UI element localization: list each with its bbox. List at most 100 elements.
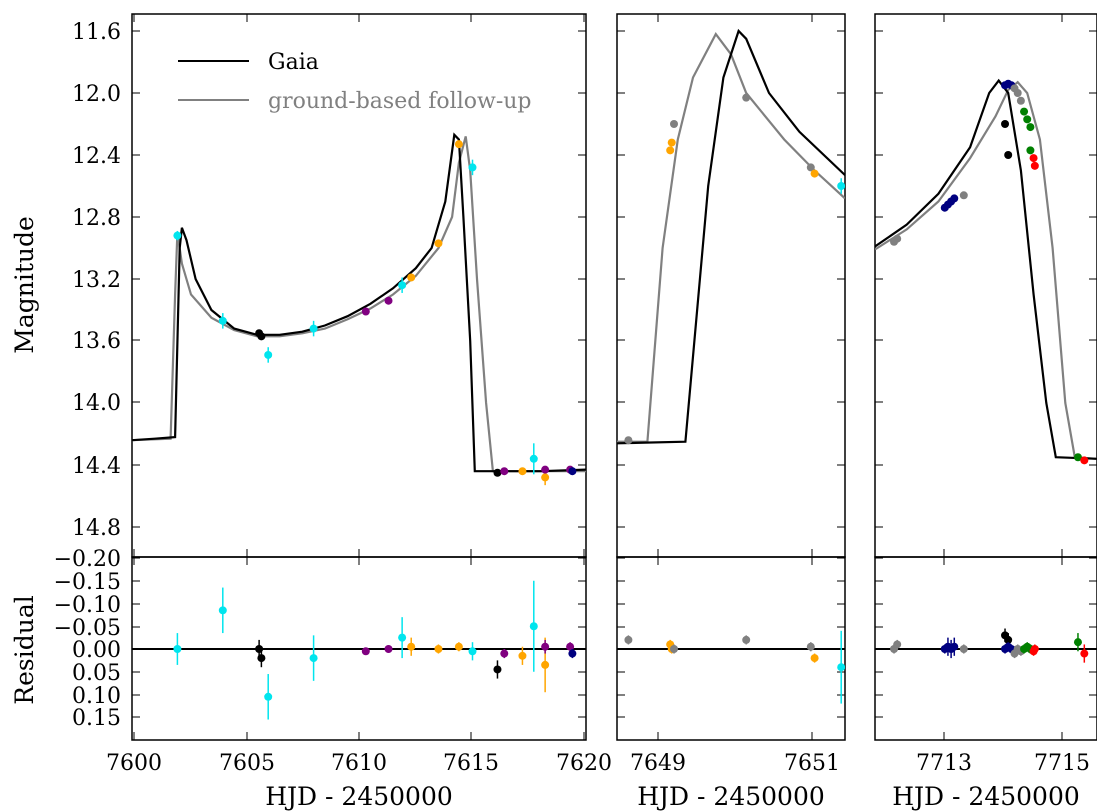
y-axis-label-magnitude: Magnitude: [10, 216, 39, 354]
residual-point: [568, 649, 577, 658]
y-tick-label: 12.0: [72, 82, 121, 107]
data-point: [667, 138, 676, 147]
residual-point: [624, 635, 633, 644]
residual-point: [742, 635, 751, 644]
residual-point: [361, 647, 370, 656]
data-point: [518, 467, 527, 476]
residual-point: [959, 645, 968, 653]
residual-tick-label: 0.00: [72, 638, 121, 663]
residual-tick-label: −0.15: [54, 570, 121, 595]
residual-point: [468, 647, 477, 656]
residual-point: [309, 654, 318, 663]
residual-point: [1080, 649, 1089, 658]
data-point: [1023, 115, 1032, 124]
data-point: [1026, 123, 1035, 132]
residual-point: [1004, 635, 1013, 644]
data-point: [959, 191, 968, 200]
residual-point: [264, 692, 273, 701]
panel-2-top-plot: [617, 28, 845, 445]
residual-tick-label: 0.05: [72, 661, 121, 686]
residual-point: [950, 642, 959, 651]
residual-tick-label: −0.20: [54, 547, 121, 572]
data-point: [468, 163, 477, 172]
residual-tick-label: −0.10: [54, 593, 121, 618]
y-tick-label: 14.8: [72, 516, 121, 541]
y-tick-label: 12.8: [72, 206, 121, 231]
panel-1-bottom-plot: [173, 580, 577, 720]
y-tick-label: 12.4: [72, 144, 121, 169]
residual-point: [1030, 645, 1039, 653]
x-tick-label: 7715: [1034, 751, 1090, 776]
data-point: [670, 120, 678, 128]
residual-point: [810, 654, 819, 663]
x-tick-label: 7600: [106, 751, 162, 776]
data-point: [1013, 89, 1022, 97]
data-point: [1020, 107, 1029, 116]
gaia-model-curve: [617, 28, 845, 445]
legend: Gaia ground-based follow-up: [178, 50, 532, 114]
residual-point: [529, 622, 538, 631]
x-axis-label-panel-3: HJD - 2450000: [892, 782, 1080, 811]
gaia-model-curve: [132, 132, 586, 473]
x-axis-label-panel-2: HJD - 2450000: [637, 782, 825, 811]
residual-point: [670, 645, 678, 653]
y-tick-label: 13.6: [72, 329, 121, 354]
panel-2-bottom-plot: [624, 630, 845, 704]
data-point: [541, 473, 550, 482]
residual-point: [1073, 638, 1082, 647]
data-point: [806, 163, 815, 172]
data-point: [407, 273, 416, 282]
data-point: [434, 239, 443, 248]
data-point: [1001, 120, 1010, 128]
residual-point: [384, 645, 393, 653]
residual-point: [806, 642, 815, 651]
chart-marks: 7600 7605 7610 7615 7620 7649 7651 7713 7715 11.6…: [54, 13, 1097, 776]
y-tick-label: 13.2: [72, 268, 121, 293]
y-tick-label: 14.0: [72, 391, 121, 416]
residual-point: [173, 645, 182, 653]
data-point: [1073, 453, 1082, 462]
data-point: [218, 316, 227, 325]
x-tick-label: 7615: [443, 751, 499, 776]
residual-point: [434, 645, 443, 653]
data-point: [361, 307, 370, 316]
data-point: [810, 169, 819, 178]
data-point: [893, 234, 902, 243]
panel-3-bottom-plot: [890, 628, 1089, 663]
data-point: [500, 467, 509, 476]
ground-model-curve: [617, 32, 845, 443]
residual-tick-label: 0.15: [72, 706, 121, 731]
data-point: [1016, 96, 1025, 105]
data-point: [529, 454, 538, 463]
panel-3-top-frame: [874, 13, 1097, 558]
residual-point: [893, 640, 902, 649]
data-point: [1030, 161, 1039, 170]
residual-point: [541, 660, 550, 669]
x-tick-label: 7610: [331, 751, 387, 776]
residual-point: [518, 651, 527, 660]
data-point: [493, 468, 502, 477]
panel-1-top-plot: [132, 132, 586, 486]
y-axis-label-residual: Residual: [10, 595, 39, 704]
residual-point: [837, 663, 845, 672]
x-tick-label: 7649: [630, 751, 686, 776]
data-point: [1080, 456, 1089, 465]
residual-tick-label: 0.10: [72, 684, 121, 709]
data-point: [454, 140, 463, 149]
data-point: [257, 332, 266, 341]
x-tick-label: 7713: [916, 751, 972, 776]
data-point: [742, 93, 751, 102]
data-point: [309, 324, 318, 333]
residual-point: [493, 665, 502, 674]
legend-label-gaia: Gaia: [268, 50, 319, 75]
data-point: [541, 465, 550, 474]
residual-point: [398, 633, 407, 642]
residual-point: [407, 642, 416, 651]
ground-model-curve: [132, 136, 586, 473]
x-tick-label: 7605: [219, 751, 275, 776]
residual-tick-label: −0.05: [54, 616, 121, 641]
data-point: [666, 146, 675, 155]
data-point: [950, 194, 959, 203]
residual-point: [566, 642, 575, 651]
residual-point: [218, 606, 227, 615]
